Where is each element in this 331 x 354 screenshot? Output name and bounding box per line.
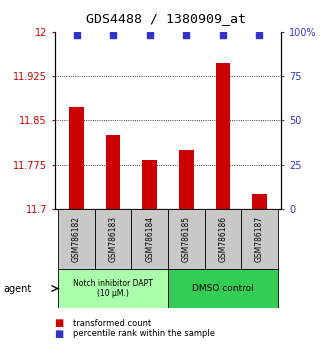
- Bar: [252, 194, 267, 209]
- Text: ■: ■: [55, 318, 67, 328]
- Text: GSM786184: GSM786184: [145, 216, 154, 262]
- Bar: [131, 209, 168, 269]
- Bar: [106, 135, 120, 209]
- Text: ■: ■: [55, 329, 67, 339]
- Bar: [168, 209, 205, 269]
- Text: agent: agent: [3, 284, 31, 293]
- Bar: [95, 209, 131, 269]
- Bar: [215, 63, 230, 209]
- Bar: [168, 269, 278, 308]
- Text: Notch inhibitor DAPT
(10 μM.): Notch inhibitor DAPT (10 μM.): [73, 279, 153, 298]
- Bar: [179, 150, 194, 209]
- Text: GDS4488 / 1380909_at: GDS4488 / 1380909_at: [85, 12, 246, 25]
- Bar: [241, 209, 278, 269]
- Bar: [69, 107, 84, 209]
- Bar: [142, 160, 157, 209]
- Bar: [58, 269, 168, 308]
- Text: GSM786187: GSM786187: [255, 216, 264, 262]
- Text: GSM786183: GSM786183: [109, 216, 118, 262]
- Text: GSM786182: GSM786182: [72, 216, 81, 262]
- Text: GSM786186: GSM786186: [218, 216, 227, 262]
- Text: GSM786185: GSM786185: [182, 216, 191, 262]
- Text: transformed count: transformed count: [73, 319, 151, 328]
- Text: percentile rank within the sample: percentile rank within the sample: [73, 329, 215, 338]
- Bar: [205, 209, 241, 269]
- Text: DMSO control: DMSO control: [192, 284, 254, 293]
- Bar: [58, 209, 95, 269]
